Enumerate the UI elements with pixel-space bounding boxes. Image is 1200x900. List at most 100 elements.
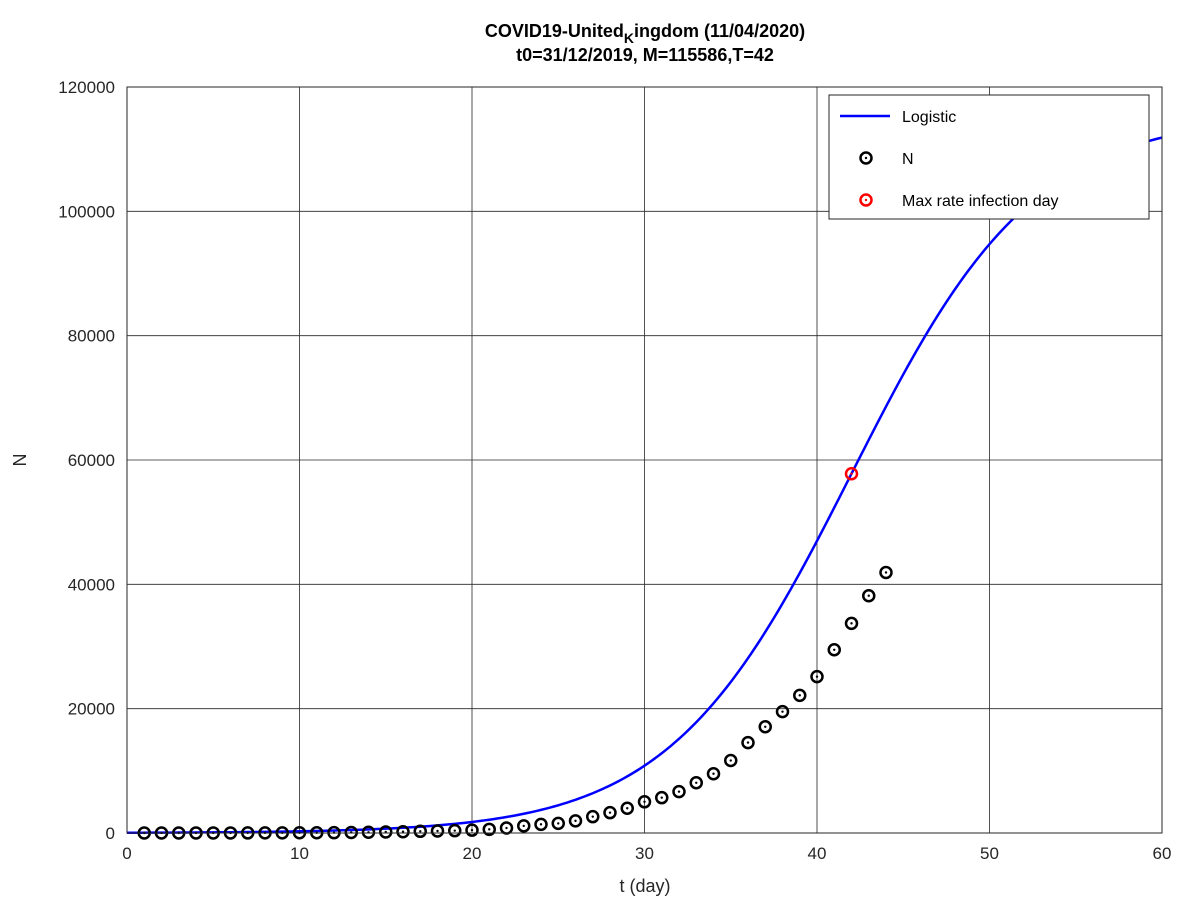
- data-point-n-ring: [586, 809, 600, 824]
- data-point-n-ring: [534, 817, 548, 832]
- data-point-n-ring: [413, 824, 427, 839]
- legend-n-marker: [859, 151, 873, 165]
- data-point-max-rate: [844, 466, 859, 481]
- data-point-n-dot: [746, 741, 750, 744]
- chart-title-line2: t0=31/12/2019, M=115586,T=42: [516, 45, 774, 65]
- y-axis-ticks: 0 20000 40000 60000 80000 100000 120000: [58, 78, 115, 843]
- data-point-n-25: [551, 816, 565, 831]
- data-point-n-dot: [660, 796, 663, 799]
- data-point-n-40: [810, 669, 824, 684]
- legend-max-marker: [859, 193, 873, 207]
- data-point-n-dot: [453, 829, 456, 832]
- x-tick-label-2: 20: [463, 844, 482, 863]
- data-point-n-ring: [448, 823, 462, 838]
- data-point-n-ring: [465, 823, 479, 837]
- data-point-n-dot: [488, 828, 491, 831]
- data-point-n-dot: [626, 807, 629, 810]
- data-point-n-ring: [758, 720, 772, 734]
- chart-title-prefix: COVID19-United: [485, 21, 624, 41]
- data-point-n-ring: [741, 735, 755, 750]
- data-point-n-23: [517, 819, 531, 833]
- data-point-n-42: [844, 616, 859, 631]
- data-point-max-rate-dot: [850, 472, 853, 475]
- y-tick-label-6: 120000: [58, 78, 115, 97]
- data-point-n-dot: [574, 819, 577, 823]
- y-axis-label: N: [10, 454, 30, 467]
- data-point-n-ring: [344, 825, 358, 840]
- x-axis-ticks: 0 10 20 30 40 50 60: [122, 844, 1171, 863]
- data-point-n-19: [448, 823, 462, 838]
- y-tick-label-1: 20000: [68, 700, 115, 719]
- data-point-n-ring: [637, 795, 652, 809]
- data-point-n-16: [396, 824, 410, 839]
- data-point-n-dot: [712, 772, 715, 775]
- data-point-n-dot: [401, 830, 405, 833]
- chart-title-suffix: ingdom (11/04/2020): [634, 21, 805, 41]
- data-point-n-29: [620, 801, 634, 815]
- y-tick-label-2: 40000: [68, 575, 115, 594]
- data-point-n-ring: [379, 825, 393, 839]
- data-point-n-dot: [505, 826, 508, 830]
- legend-n-marker-dot: [864, 156, 868, 160]
- x-tick-label-5: 50: [980, 844, 999, 863]
- data-point-n-ring: [672, 784, 686, 799]
- data-point-n-38: [775, 704, 790, 719]
- x-tick-label-3: 30: [635, 844, 654, 863]
- data-point-n-36: [741, 735, 755, 750]
- legend-n-label: N: [902, 151, 914, 168]
- data-point-n-ring: [361, 825, 376, 840]
- y-tick-label-4: 80000: [68, 327, 115, 346]
- data-point-n-ring: [430, 824, 445, 838]
- data-point-n-30: [637, 795, 652, 809]
- data-point-n-dot: [677, 790, 681, 793]
- legend-logistic-label: Logistic: [902, 109, 956, 126]
- legend-max-label: Max rate infection day: [902, 193, 1059, 210]
- data-point-n-34: [706, 767, 721, 781]
- data-point-n-dot: [867, 594, 870, 597]
- legend: Logistic N Max rate infection day: [828, 94, 1150, 220]
- data-point-n-dot: [522, 824, 525, 828]
- data-point-n-20: [465, 823, 479, 837]
- data-point-n-dot: [798, 694, 801, 697]
- data-point-n-ring: [724, 753, 738, 768]
- data-point-n-22: [499, 821, 514, 835]
- data-point-n-ring: [655, 790, 669, 805]
- data-point-n-35: [724, 753, 738, 768]
- data-point-n-18: [430, 824, 445, 838]
- data-point-n-17: [413, 824, 427, 839]
- data-point-n-dot: [815, 675, 819, 678]
- data-point-n-ring: [603, 805, 617, 820]
- data-point-n-39: [793, 688, 807, 703]
- data-point-n-dot: [470, 828, 474, 832]
- plot-frame: [126, 86, 1163, 834]
- chart-title-subscript: K: [624, 30, 634, 46]
- data-point-n-ring: [793, 688, 807, 703]
- data-point-n-43: [862, 588, 876, 603]
- series-logistic-line: [126, 136, 1163, 834]
- data-point-n-dot: [850, 622, 853, 625]
- x-tick-label-0: 0: [122, 844, 131, 863]
- data-point-n-41: [827, 643, 841, 657]
- data-point-n-ring: [620, 801, 634, 815]
- data-point-n-ring: [810, 669, 824, 684]
- data-point-n-ring: [517, 819, 531, 833]
- data-point-n-dot: [436, 829, 439, 833]
- data-point-n-37: [758, 720, 772, 734]
- data-point-n-dot: [729, 759, 732, 762]
- x-tick-label-6: 60: [1153, 844, 1172, 863]
- x-tick-label-4: 40: [808, 844, 827, 863]
- data-point-n-dot: [884, 571, 888, 574]
- data-point-n-dot: [833, 648, 836, 651]
- data-point-n-dot: [591, 815, 594, 818]
- data-point-n-ring: [482, 822, 496, 837]
- data-point-n-31: [655, 790, 669, 805]
- data-point-n-27: [586, 809, 600, 824]
- data-point-n-ring: [862, 588, 876, 603]
- data-point-n-28: [603, 805, 617, 820]
- x-axis-label: t (day): [619, 876, 670, 896]
- y-tick-label-3: 60000: [68, 451, 115, 470]
- data-point-n-44: [879, 565, 893, 580]
- data-point-max-rate-ring: [844, 466, 859, 481]
- data-point-n-dot: [764, 725, 767, 728]
